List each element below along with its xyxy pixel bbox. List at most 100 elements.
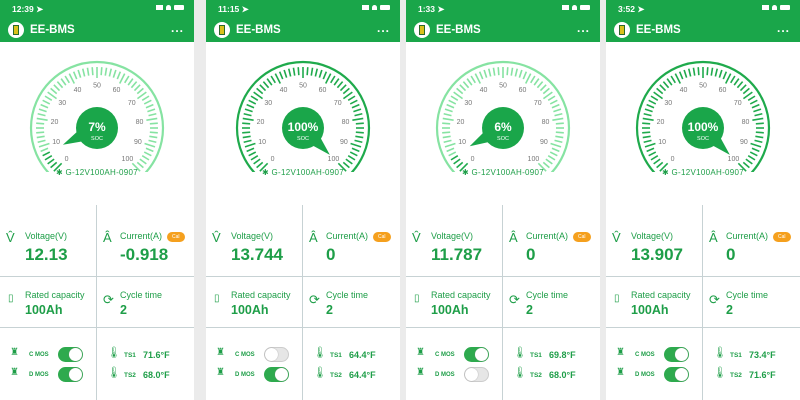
- gauge-tick: [722, 71, 728, 80]
- soc-value: 7%: [88, 120, 106, 134]
- device-name: ✱ G-12V100AH-0907: [55, 168, 139, 177]
- thermometer-icon: 🌡︎: [513, 367, 527, 379]
- gauge-tick: [133, 84, 141, 92]
- gauge-tick: [250, 155, 259, 161]
- gauge-tick: [510, 67, 514, 76]
- d-mos-toggle[interactable]: [664, 367, 689, 382]
- gauge-tick: [314, 68, 319, 77]
- soc-value: 100%: [288, 120, 319, 134]
- calibrate-button[interactable]: Cal: [167, 232, 185, 242]
- gauge-tick: [466, 78, 473, 86]
- gauge-tick: [116, 71, 122, 80]
- gauge-tick: [542, 161, 550, 169]
- gauge-tick: [278, 71, 284, 80]
- gauge-tick: [148, 112, 157, 117]
- gauge-tick: [145, 147, 154, 153]
- gauge-tick: [64, 75, 70, 84]
- calibrate-button[interactable]: Cal: [373, 232, 391, 242]
- ts1-label: TS1: [730, 352, 742, 359]
- gauge-tick: [522, 71, 528, 80]
- gauge-tick: [506, 67, 509, 76]
- calibrate-button[interactable]: Cal: [573, 232, 591, 242]
- soc-gauge: 0 10 20 30 40 50 60 70 80 90 100 100% SOC: [635, 60, 771, 172]
- c-mos-toggle[interactable]: [58, 347, 83, 362]
- gauge-tick: [292, 67, 296, 76]
- more-menu-button[interactable]: ...: [170, 21, 184, 35]
- gauge-tick: [145, 103, 154, 109]
- gauge-tick: [747, 155, 756, 161]
- gauge-tick: [555, 131, 564, 134]
- rated-capacity-cell: ▯ Rated capacity 100Ah: [406, 277, 503, 328]
- gauge-tick: [37, 139, 46, 144]
- signal-icon: [362, 5, 369, 10]
- calibrate-button[interactable]: Cal: [773, 232, 791, 242]
- gauge-tick: [555, 122, 564, 125]
- gauge-tick: [242, 117, 254, 121]
- battery-capacity-icon: ▯: [214, 293, 220, 304]
- gauge-tick: [283, 69, 288, 78]
- gauge-tick-label: 100: [528, 156, 540, 163]
- gauge-tick: [50, 161, 58, 169]
- gauge-tick: [710, 67, 714, 76]
- gauge-tick: [753, 108, 762, 113]
- location-icon: ➤: [241, 4, 249, 14]
- status-time: 3:52: [618, 4, 636, 14]
- current-value: 0: [326, 245, 336, 264]
- more-menu-button[interactable]: ...: [576, 21, 590, 35]
- c-mos-toggle[interactable]: [264, 347, 289, 362]
- gauge-tick: [444, 142, 456, 148]
- gauge-tick-label: 90: [540, 139, 548, 146]
- gauge-tick: [697, 67, 700, 76]
- gauge-tick: [659, 84, 667, 92]
- cycle-time-value: 2: [120, 303, 127, 317]
- gauge-tick: [456, 87, 464, 95]
- ts1-value: 64.4°F: [349, 350, 376, 360]
- ts2-value: 68.0°F: [143, 370, 170, 380]
- voltage-value: 12.13: [25, 245, 68, 264]
- gauge-tick: [724, 73, 732, 84]
- gauge-tick: [259, 162, 269, 172]
- gauge-tick-label: 40: [680, 87, 688, 94]
- gauge-tick: [750, 142, 762, 148]
- gauge-tick-label: 20: [657, 119, 665, 126]
- gauge-tick: [551, 103, 560, 109]
- cycle-time-value: 2: [726, 303, 733, 317]
- wifi-icon: [372, 5, 377, 10]
- gauge-tick: [742, 161, 750, 169]
- gauge-tick: [355, 135, 364, 139]
- gauge-tick: [36, 122, 45, 125]
- gauge-tick: [40, 147, 49, 153]
- battery-icon: [580, 5, 590, 10]
- gauge-tick: [38, 108, 47, 113]
- gauge-tick: [456, 161, 464, 169]
- cycle-time-cell: ⟳ Cycle time 2: [703, 277, 800, 328]
- gauge-outer-arc: [635, 60, 771, 172]
- rated-capacity-cell: ▯ Rated capacity 100Ah: [0, 277, 97, 328]
- device-name: ✱ G-12V100AH-0907: [461, 168, 545, 177]
- app-logo-icon: [8, 22, 24, 38]
- gauge-tick: [442, 122, 451, 125]
- d-mos-toggle[interactable]: [264, 367, 289, 382]
- gauge-tick: [551, 147, 560, 153]
- c-mos-toggle[interactable]: [464, 347, 489, 362]
- gauge-tick: [687, 68, 692, 77]
- gauge-tick: [36, 131, 45, 134]
- app-title: EE-BMS: [30, 24, 75, 36]
- gauge-tick: [256, 87, 264, 95]
- more-menu-button[interactable]: ...: [776, 21, 790, 35]
- battery-capacity-icon: ▯: [614, 293, 620, 304]
- gauge-tick: [554, 112, 563, 117]
- gauge-tick: [747, 95, 756, 101]
- more-menu-button[interactable]: ...: [376, 21, 390, 35]
- gauge-tick: [354, 112, 363, 117]
- c-mos-toggle[interactable]: [664, 347, 689, 362]
- gauge-tick: [646, 103, 655, 109]
- d-mos-toggle[interactable]: [464, 367, 489, 382]
- soc-gauge: 0 10 20 30 40 50 60 70 80 90 100 7% SOC: [29, 60, 165, 172]
- gauge-tick: [86, 67, 90, 76]
- gauge-tick: [718, 69, 723, 78]
- battery-capacity-icon: ▯: [414, 293, 420, 304]
- d-mos-toggle[interactable]: [58, 367, 83, 382]
- gauge-tick: [653, 91, 664, 100]
- rated-capacity-value: 100Ah: [231, 303, 269, 317]
